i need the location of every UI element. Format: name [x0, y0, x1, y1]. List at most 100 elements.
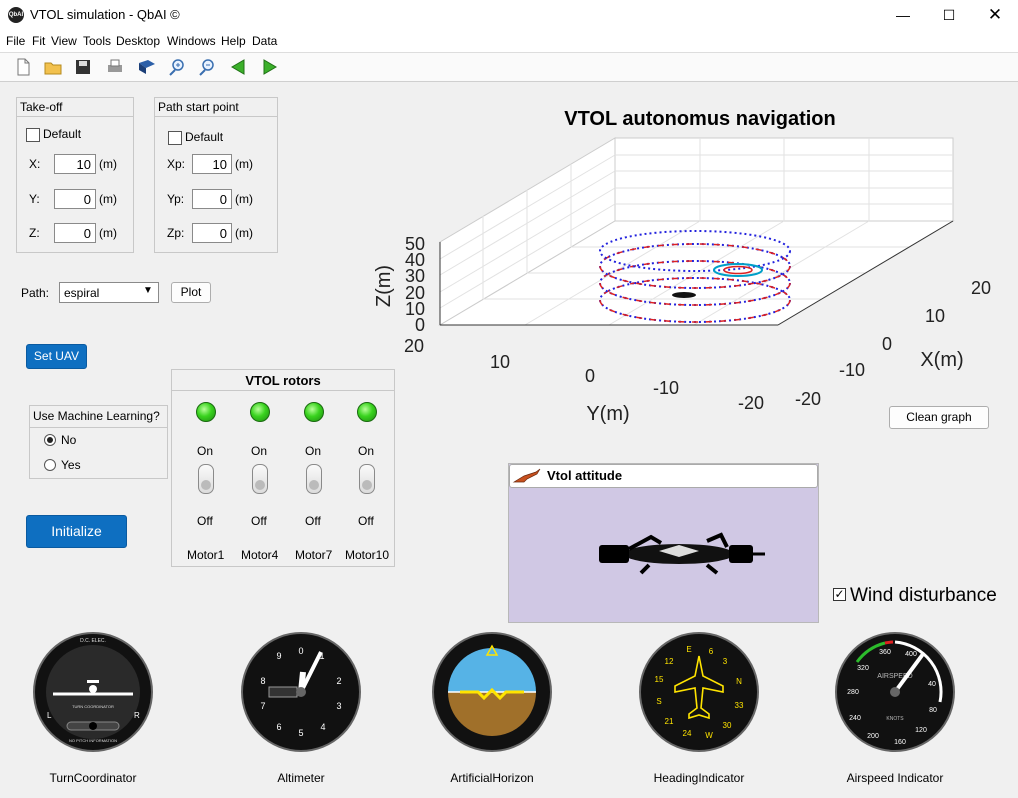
ml-no-label: No — [61, 433, 77, 447]
plot-button[interactable]: Plot — [171, 282, 211, 303]
path-dropdown[interactable]: espiral ▼ — [59, 282, 159, 303]
motor10-off-label: Off — [358, 514, 374, 528]
motor4-switch[interactable] — [252, 464, 268, 494]
tc-right-text: R — [134, 711, 140, 720]
takeoff-default-checkbox[interactable] — [26, 128, 40, 142]
ml-yes-radio[interactable] — [44, 459, 56, 471]
alt-digit: 9 — [276, 651, 281, 661]
close-button[interactable]: ✕ — [987, 5, 1003, 24]
book-icon[interactable] — [136, 57, 158, 77]
path-start-y-input[interactable]: 0 — [192, 189, 232, 209]
motor10-label: Motor10 — [345, 548, 390, 562]
takeoff-z-input[interactable]: 0 — [54, 223, 96, 243]
menu-desktop[interactable]: Desktop — [116, 34, 161, 48]
path-start-z-input[interactable]: 0 — [192, 223, 232, 243]
wind-checkbox[interactable]: ✓ — [833, 587, 846, 601]
print-icon[interactable] — [104, 57, 126, 77]
motor10-switch[interactable] — [359, 464, 375, 494]
minimize-button[interactable]: — — [896, 7, 910, 23]
set-uav-button[interactable]: Set UAV — [26, 344, 87, 369]
z-tick: 50 — [405, 234, 425, 254]
maximize-button[interactable]: ☐ — [942, 7, 956, 23]
alt-digit: 3 — [336, 701, 341, 711]
zoom-in-icon[interactable] — [166, 57, 188, 77]
alt-digit: 0 — [298, 646, 303, 656]
alt-digit: 8 — [260, 676, 265, 686]
wind-label: Wind disturbance — [850, 585, 997, 606]
menu-tools[interactable]: Tools — [83, 34, 112, 48]
path-start-y-label: Yp: — [167, 192, 185, 206]
path-start-x-unit: (m) — [235, 157, 253, 171]
path-start-x-label: Xp: — [167, 157, 186, 171]
tc-bottom-text: NO PITCH INFORMATION — [69, 738, 117, 743]
takeoff-x-label: X: — [29, 157, 41, 171]
tc-top-text: D.C. ELEC. — [80, 638, 106, 644]
path-start-z-unit: (m) — [235, 226, 253, 240]
airspeed-mark: 40 — [928, 681, 936, 688]
alt-digit: 6 — [276, 722, 281, 732]
menu-data[interactable]: Data — [252, 34, 278, 48]
motor4-led — [250, 402, 270, 422]
toolbar — [0, 52, 1018, 82]
heading-mark: 21 — [665, 717, 674, 726]
motor1-off-label: Off — [197, 514, 213, 528]
motor7-off-label: Off — [305, 514, 321, 528]
airspeed-mark: 360 — [879, 649, 891, 656]
y-tick: 20 — [404, 336, 424, 356]
title-bar: QbAI VTOL simulation - QbAI © — ☐ ✕ — [0, 0, 1018, 30]
open-folder-icon[interactable] — [42, 57, 64, 77]
back-arrow-icon[interactable] — [228, 57, 250, 77]
tc-left-text: L — [47, 711, 52, 720]
x-tick: -10 — [839, 360, 865, 380]
clean-graph-button[interactable]: Clean graph — [889, 406, 989, 429]
z-tick: 10 — [405, 299, 425, 319]
motor4-off-label: Off — [251, 514, 267, 528]
heading-mark: E — [686, 645, 691, 654]
z-axis-label: Z(m) — [373, 265, 395, 307]
motor1-switch[interactable] — [198, 464, 214, 494]
takeoff-y-input[interactable]: 0 — [54, 189, 96, 209]
vtol-drone-graphic — [599, 532, 765, 575]
heading-indicator-icon: N 3 6 E 12 15 S 21 24 W 30 33 — [639, 632, 759, 752]
path-start-x-input[interactable]: 10 — [192, 154, 232, 174]
takeoff-default-label: Default — [43, 127, 82, 141]
heading-mark: 15 — [655, 675, 664, 684]
gauge-label-airspeed: Airspeed Indicator — [846, 771, 944, 785]
menu-file[interactable]: File — [6, 34, 26, 48]
alt-digit: 1 — [319, 651, 324, 661]
z-tick: 40 — [405, 250, 425, 270]
motor10-led — [357, 402, 377, 422]
takeoff-z-unit: (m) — [99, 226, 117, 240]
new-file-icon[interactable] — [12, 57, 34, 77]
menu-bar: File Fit View Tools Desktop Windows Help… — [0, 30, 1018, 52]
plot-title: VTOL autonomus navigation — [564, 108, 836, 130]
alt-digit: 5 — [298, 728, 303, 738]
chevron-down-icon: ▼ — [143, 285, 153, 296]
rotors-panel: VTOL rotors On On On On Off Off Off Off … — [171, 369, 395, 567]
airspeed-indicator-icon: 40 80 120 160 200 240 280 320 360 400 AI… — [835, 632, 955, 752]
ml-no-radio[interactable] — [44, 434, 56, 446]
y-tick: -20 — [738, 393, 764, 413]
window-title: VTOL simulation - QbAI © — [30, 7, 180, 22]
zoom-out-icon[interactable] — [196, 57, 218, 77]
initialize-button[interactable]: Initialize — [26, 515, 127, 548]
motor7-switch[interactable] — [306, 464, 322, 494]
heading-mark: 12 — [665, 657, 674, 666]
x-axis-label: X(m) — [920, 349, 963, 371]
path-start-default-checkbox[interactable] — [168, 131, 182, 145]
menu-view[interactable]: View — [51, 34, 77, 48]
menu-windows[interactable]: Windows — [167, 34, 216, 48]
plot-3d[interactable]: 0 10 20 30 40 50 20 10 0 -10 -20 -20 -10… — [360, 130, 1010, 430]
attitude-title: Vtol attitude — [547, 468, 623, 483]
ml-title: Use Machine Learning? — [33, 409, 160, 423]
airspeed-mark: 200 — [867, 733, 879, 740]
alt-digit: 2 — [336, 676, 341, 686]
forward-arrow-icon[interactable] — [258, 57, 280, 77]
heading-mark: N — [736, 677, 742, 686]
save-icon[interactable] — [72, 57, 94, 77]
menu-help[interactable]: Help — [221, 34, 246, 48]
motor1-on-label: On — [197, 444, 214, 458]
menu-fit[interactable]: Fit — [32, 34, 46, 48]
takeoff-x-input[interactable]: 10 — [54, 154, 96, 174]
heading-mark: 6 — [709, 647, 714, 656]
